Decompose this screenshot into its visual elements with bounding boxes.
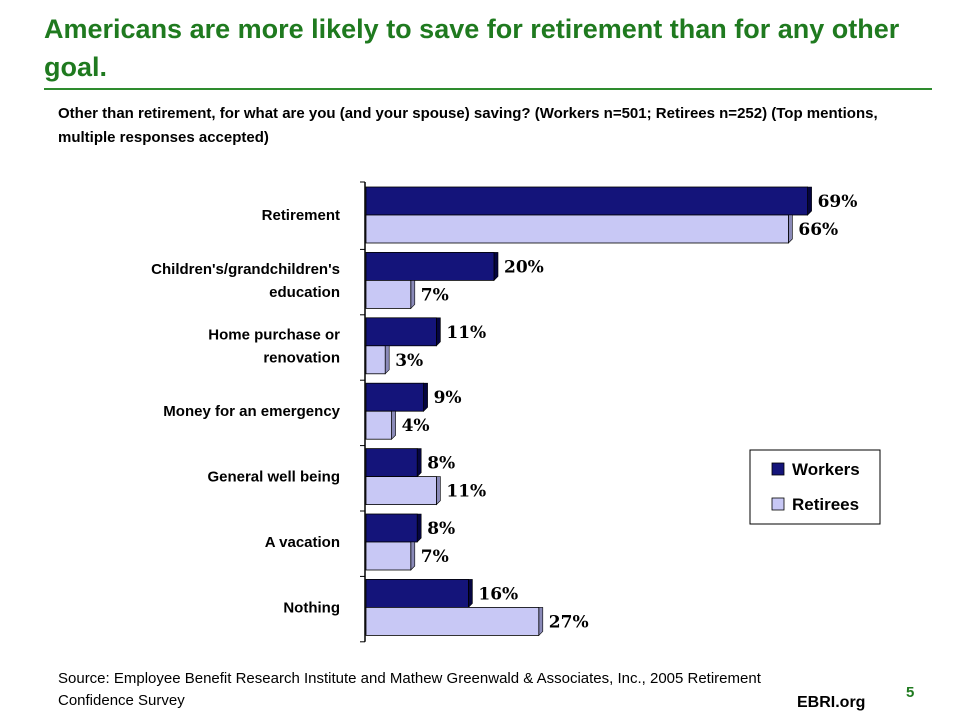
page-number: 5 — [906, 684, 915, 701]
bar-workers — [365, 317, 437, 347]
bar-side — [416, 448, 422, 478]
title-divider — [44, 88, 932, 90]
bar-retirees — [365, 279, 412, 309]
bar-side — [423, 382, 428, 412]
bar-side — [493, 252, 499, 282]
data-label: 9% — [434, 388, 462, 408]
data-label: 8% — [427, 519, 455, 539]
data-label: 66% — [798, 220, 838, 240]
legend-box — [749, 449, 881, 525]
category-label: General well being — [207, 469, 340, 486]
bar-retirees — [365, 214, 789, 244]
bar-side — [410, 280, 416, 310]
bar-side — [410, 541, 416, 571]
category-label: Nothing — [283, 599, 340, 616]
bar-workers — [365, 579, 469, 608]
category-label: Children's/grandchildren's — [151, 261, 340, 278]
data-label: 4% — [402, 416, 430, 436]
category-label: education — [269, 284, 340, 301]
data-label: 3% — [395, 351, 423, 371]
data-label: 27% — [549, 612, 589, 632]
bar-retirees — [365, 541, 412, 571]
bar-side — [416, 513, 422, 543]
bar-workers — [365, 186, 809, 216]
bar-workers — [365, 448, 418, 478]
bar-retirees — [365, 345, 386, 375]
data-label: 8% — [427, 454, 455, 474]
bar-retirees — [365, 410, 393, 440]
legend-label: Workers — [792, 460, 860, 479]
data-label: 20% — [504, 257, 544, 277]
category-label: Retirement — [262, 207, 340, 224]
data-label: 11% — [446, 323, 486, 343]
bar-side — [436, 317, 441, 347]
data-label: 7% — [421, 285, 449, 305]
legend-swatch — [771, 462, 785, 476]
legend-swatch — [771, 497, 785, 511]
source-note: Source: Employee Benefit Research Instit… — [58, 670, 761, 709]
bar-side — [384, 345, 390, 375]
bar-workers — [365, 513, 418, 543]
data-label: 7% — [421, 547, 449, 567]
data-label: 16% — [478, 584, 518, 604]
bar-side — [436, 476, 441, 506]
bar-side — [538, 607, 544, 637]
brand-label: EBRI.org — [797, 694, 866, 711]
category-label: renovation — [263, 349, 340, 366]
category-label: A vacation — [265, 534, 340, 551]
data-label: 11% — [446, 482, 486, 502]
chart-subtitle: Other than retirement, for what are you … — [58, 105, 878, 146]
bar-side — [468, 579, 473, 609]
bar-side — [788, 214, 793, 244]
data-label: 69% — [818, 192, 858, 212]
slide-title: Americans are more likely to save for re… — [44, 14, 900, 82]
bar-workers — [365, 382, 424, 412]
category-label: Home purchase or — [208, 326, 340, 343]
bar-side — [391, 410, 396, 440]
bar-workers — [365, 251, 495, 281]
bar-side — [807, 186, 812, 216]
category-label: Money for an emergency — [163, 403, 340, 420]
bar-retirees — [365, 607, 540, 636]
bar-retirees — [365, 476, 437, 506]
legend-label: Retirees — [792, 495, 859, 514]
